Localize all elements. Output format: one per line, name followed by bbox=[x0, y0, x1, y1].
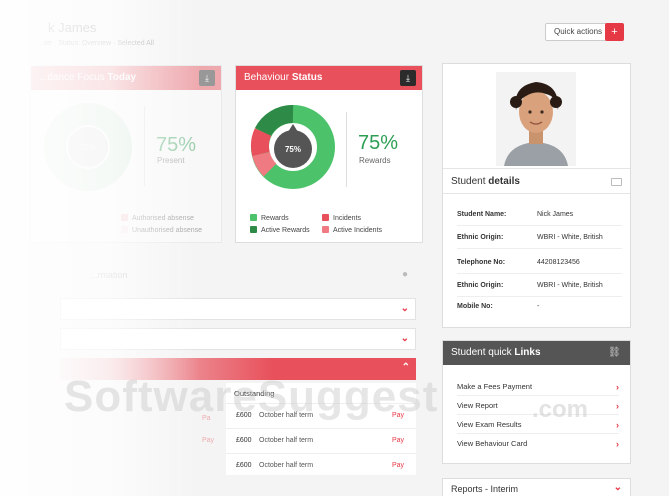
detail-row: Ethnic Origin: WBRI - White, British bbox=[457, 227, 622, 249]
table-row: £600 October half term Pay bbox=[226, 453, 416, 477]
chevron-right-icon: › bbox=[616, 382, 619, 392]
attendance-title-bold: Today bbox=[107, 72, 137, 83]
behaviour-percent-label: Rewards bbox=[359, 156, 391, 165]
behaviour-card: Behaviour Status ⤓ 75% 75% Rewards Rewar… bbox=[235, 65, 423, 243]
legend-active-incidents: Active Incidents bbox=[322, 226, 382, 234]
download-icon[interactable]: ⤓ bbox=[400, 70, 416, 86]
attendance-percent-label: Present bbox=[157, 156, 185, 165]
chevron-up-icon[interactable]: ⌃ bbox=[401, 362, 410, 373]
pay-link[interactable]: Pay bbox=[392, 412, 405, 419]
quick-links-heading: Student quick Links ⛓ bbox=[443, 341, 630, 365]
quick-link-fees-payment[interactable]: Make a Fees Payment › bbox=[457, 378, 619, 396]
behaviour-divider bbox=[346, 112, 347, 187]
student-details-heading: Student details bbox=[443, 168, 630, 194]
reports-interim-label: Reports - Interim bbox=[451, 484, 519, 494]
pay-link[interactable]: Pay bbox=[392, 437, 405, 444]
chevron-down-icon[interactable]: ⌄ bbox=[400, 303, 409, 314]
detail-row: Mobile No: - bbox=[457, 303, 540, 310]
chevron-right-icon: › bbox=[616, 401, 619, 411]
information-title: ...rmation bbox=[90, 270, 128, 280]
link-icon: ⛓ bbox=[608, 347, 621, 358]
quick-actions-button[interactable]: Quick actions bbox=[545, 23, 612, 41]
accordion-row[interactable]: ⌄ bbox=[60, 328, 416, 350]
quick-actions-plus-button[interactable]: + bbox=[605, 23, 624, 41]
behaviour-title-bold: Status bbox=[291, 72, 323, 83]
detail-row: Telephone No: 44208123456 bbox=[457, 252, 622, 274]
ghost-pay-link: Pay bbox=[202, 437, 215, 444]
quick-link-exam-results[interactable]: View Exam Results › bbox=[457, 416, 619, 434]
table-row: £600 October half term Pay bbox=[226, 403, 416, 427]
behaviour-title-prefix: Behaviour bbox=[244, 72, 290, 83]
quick-link-behaviour-card[interactable]: View Behaviour Card › bbox=[457, 435, 619, 453]
chevron-down-icon[interactable]: ⌄ bbox=[400, 333, 409, 344]
quick-link-view-report[interactable]: View Report › bbox=[457, 397, 619, 415]
student-name-title: k James bbox=[48, 20, 97, 35]
quick-links-card: Student quick Links ⛓ Make a Fees Paymen… bbox=[442, 340, 631, 464]
fees-table: Outstanding £600 October half term Pay £60… bbox=[226, 383, 416, 475]
table-row: £600 October half term Pay bbox=[226, 428, 416, 452]
pay-link[interactable]: Pay bbox=[392, 462, 405, 469]
legend-incidents: Incidents bbox=[322, 214, 361, 222]
behaviour-percent: 75% bbox=[358, 132, 399, 154]
information-panel: ...rmation ● bbox=[60, 260, 423, 290]
behaviour-donut: 75% bbox=[248, 102, 338, 192]
attendance-title-prefix: ...dance Focus bbox=[39, 72, 105, 83]
behaviour-card-header: Behaviour Status ⤓ bbox=[236, 66, 422, 90]
legend-unauthorised: Unauthorised absense bbox=[121, 226, 202, 234]
reports-interim-panel[interactable]: Reports - Interim ⌄ bbox=[442, 478, 631, 496]
chevron-right-icon: › bbox=[616, 420, 619, 430]
watermark: SoftwareSuggest bbox=[64, 372, 439, 421]
attendance-percent: 75% bbox=[156, 134, 197, 156]
chevron-right-icon: › bbox=[616, 439, 619, 449]
legend-rewards: Rewards bbox=[250, 214, 289, 222]
behaviour-donut-label: 75% bbox=[285, 145, 301, 154]
accordion-row[interactable]: ⌄ bbox=[60, 298, 416, 320]
user-icon: ● bbox=[402, 269, 409, 280]
attendance-donut: 75% bbox=[43, 102, 133, 192]
header-subtitle: ...ter · Status: Overview · Selected All bbox=[38, 40, 154, 47]
attendance-donut-svg: 75% bbox=[44, 103, 132, 191]
student-photo bbox=[496, 72, 576, 166]
legend-authorised: Authorised absense bbox=[121, 214, 194, 222]
download-icon[interactable]: ⤓ bbox=[199, 70, 215, 86]
behaviour-donut-svg: 75% bbox=[250, 105, 335, 189]
student-avatar-icon bbox=[496, 72, 576, 166]
student-details-card: Student details Student Name: Nick James … bbox=[442, 63, 631, 328]
attendance-donut-label: 75% bbox=[80, 143, 96, 152]
detail-row: Ethnic Origin: WBRI - White, British bbox=[457, 275, 622, 297]
id-card-icon bbox=[611, 178, 622, 186]
legend-active-rewards: Active Rewards bbox=[250, 226, 310, 234]
ghost-pay-link: Pa bbox=[202, 415, 211, 422]
detail-row: Student Name: Nick James bbox=[457, 204, 622, 226]
watermark-suffix: .com bbox=[532, 396, 589, 423]
attendance-card: ...dance Focus Today ⤓ 75% 75% Present A… bbox=[30, 65, 222, 243]
attendance-card-header: ...dance Focus Today ⤓ bbox=[31, 66, 221, 90]
attendance-divider bbox=[144, 106, 145, 186]
chevron-down-icon[interactable]: ⌄ bbox=[613, 482, 622, 493]
fees-header: Outstanding bbox=[234, 389, 275, 398]
